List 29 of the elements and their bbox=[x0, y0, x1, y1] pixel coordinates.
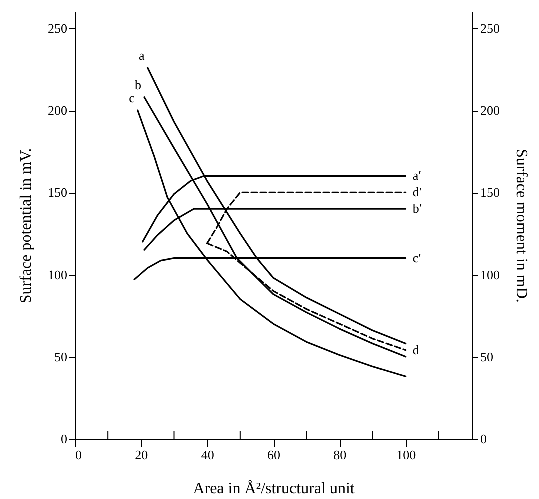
annotation: d′ bbox=[412, 184, 422, 200]
y2-tick-label: 100 bbox=[480, 267, 500, 282]
y2-tick-label: 150 bbox=[480, 185, 500, 200]
x-axis-title: Area in Å²/structural unit bbox=[193, 480, 356, 498]
y-tick-label: 150 bbox=[48, 185, 68, 200]
annotation: c bbox=[129, 90, 136, 106]
y2-axis-title: Surface moment in mD. bbox=[513, 149, 530, 303]
x-tick-label: 20 bbox=[135, 448, 148, 462]
x-tick-label: 80 bbox=[334, 448, 347, 462]
x-tick-label: 100 bbox=[396, 448, 416, 462]
y2-tick-label: 250 bbox=[480, 20, 500, 36]
y-tick-label: 100 bbox=[48, 267, 68, 282]
y-tick-label: 250 bbox=[48, 20, 68, 36]
y-tick-label: 200 bbox=[48, 103, 68, 118]
y-tick-label: 0 bbox=[61, 432, 68, 446]
x-tick-label: 0 bbox=[76, 448, 82, 462]
x-tick-label: 40 bbox=[201, 448, 214, 462]
annotation: a bbox=[139, 48, 145, 63]
annotation: a′ bbox=[412, 168, 422, 184]
y-axis-title: Surface potential in mV. bbox=[18, 148, 35, 304]
annotation: b bbox=[134, 77, 142, 92]
y2-tick-label: 0 bbox=[480, 432, 487, 446]
annotation: d bbox=[412, 342, 420, 358]
annotation: c′ bbox=[412, 250, 422, 266]
y2-tick-label: 200 bbox=[480, 103, 500, 118]
y-tick-label: 50 bbox=[54, 349, 68, 364]
annotation: b′ bbox=[412, 201, 422, 216]
y2-tick-label: 50 bbox=[480, 349, 494, 364]
x-tick-label: 60 bbox=[268, 448, 280, 462]
